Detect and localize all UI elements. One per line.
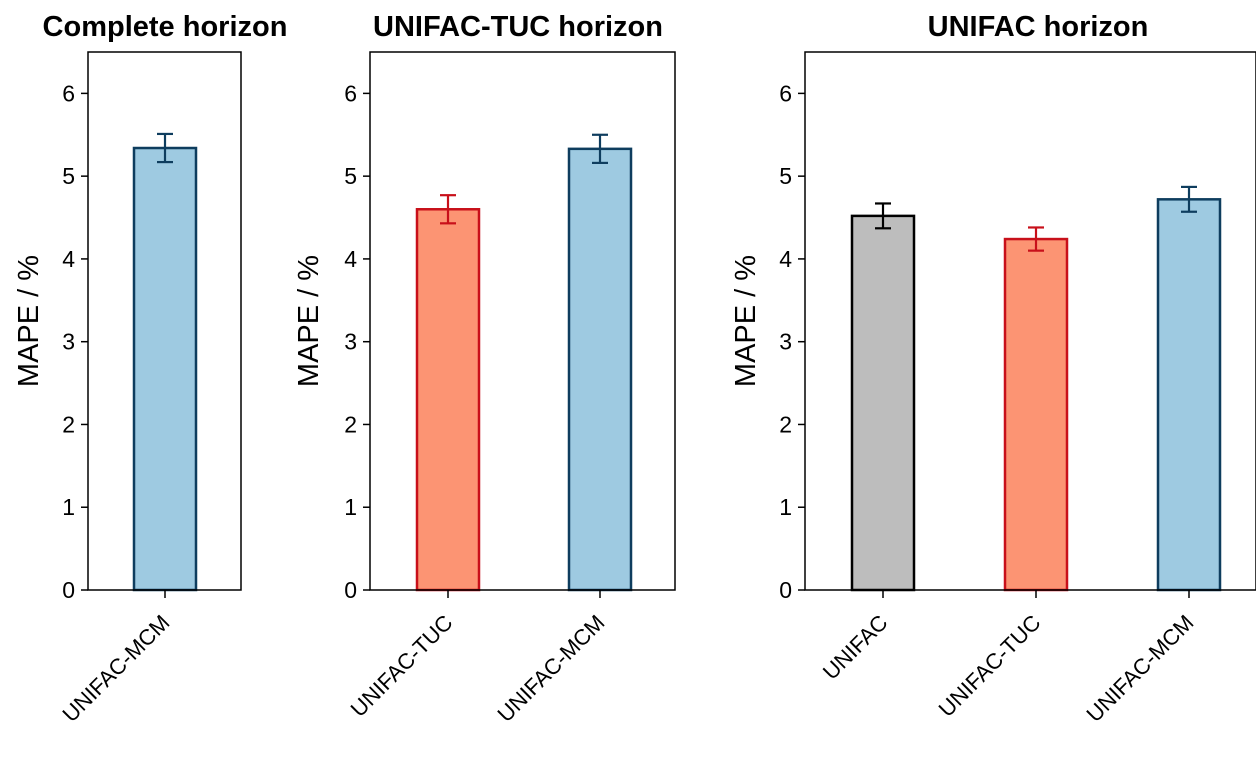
y-tick-label: 1 xyxy=(344,494,357,520)
x-tick-label: UNIFAC-MCM xyxy=(57,610,174,727)
plot-frame xyxy=(804,51,1256,591)
x-tick-label: UNIFAC-MCM xyxy=(1081,610,1198,727)
y-axis-label: MAPE / % xyxy=(730,255,762,387)
chart-title: UNIFAC-TUC horizon xyxy=(373,11,663,43)
y-tick-label: 4 xyxy=(779,246,792,272)
y-tick-label: 0 xyxy=(62,577,75,603)
plot-frame xyxy=(87,51,242,591)
y-tick-label: 3 xyxy=(62,329,75,355)
y-tick-label: 2 xyxy=(779,411,792,437)
bar xyxy=(1156,198,1222,592)
y-tick-label: 1 xyxy=(779,494,792,520)
chart-title: Complete horizon xyxy=(43,11,288,43)
chart-title: UNIFAC horizon xyxy=(928,11,1149,43)
bar xyxy=(567,147,633,592)
y-tick-label: 0 xyxy=(344,577,357,603)
y-tick-label: 6 xyxy=(62,80,75,106)
y-tick-label: 4 xyxy=(344,246,357,272)
bar xyxy=(415,208,481,592)
y-tick-label: 0 xyxy=(779,577,792,603)
y-tick-label: 3 xyxy=(779,329,792,355)
y-tick-label: 1 xyxy=(62,494,75,520)
y-tick-label: 3 xyxy=(344,329,357,355)
bar xyxy=(1003,237,1069,592)
x-tick-label: UNIFAC-MCM xyxy=(492,610,609,727)
x-tick-label: UNIFAC xyxy=(818,610,893,685)
x-tick-label: UNIFAC-TUC xyxy=(934,610,1046,722)
y-tick-label: 5 xyxy=(779,163,792,189)
y-tick-label: 5 xyxy=(62,163,75,189)
bar xyxy=(850,214,916,592)
bar xyxy=(132,146,198,592)
y-tick-label: 2 xyxy=(344,411,357,437)
x-tick-label: UNIFAC-TUC xyxy=(346,610,458,722)
y-tick-label: 5 xyxy=(344,163,357,189)
plot-frame xyxy=(369,51,676,591)
y-tick-label: 6 xyxy=(344,80,357,106)
y-tick-label: 2 xyxy=(62,411,75,437)
y-axis-label: MAPE / % xyxy=(293,255,325,387)
y-axis-label: MAPE / % xyxy=(13,255,45,387)
y-tick-label: 6 xyxy=(779,80,792,106)
y-tick-label: 4 xyxy=(62,246,75,272)
